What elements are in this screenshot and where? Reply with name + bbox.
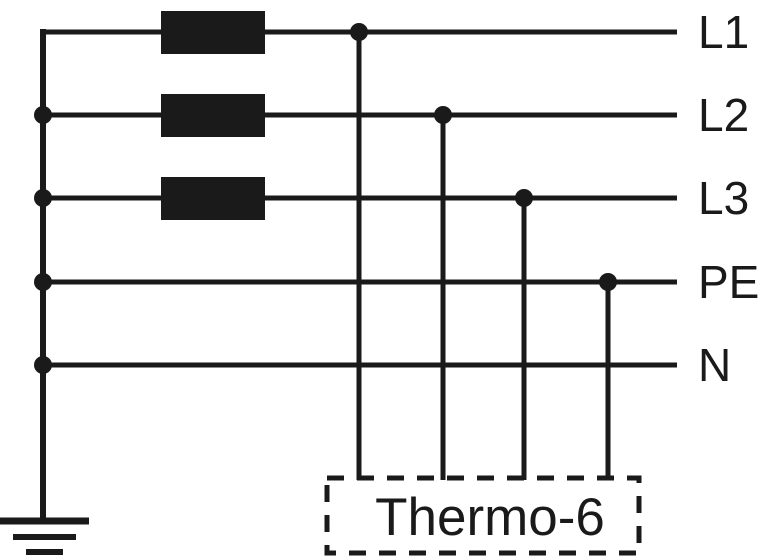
rail-label-l1: L1 xyxy=(698,6,749,58)
junction-dot-bus-l2 xyxy=(34,106,52,124)
junction-dot-tap-l3 xyxy=(515,189,533,207)
rail-labels: L1 L2 L3 PE N xyxy=(698,6,759,391)
junction-dot-bus-l3 xyxy=(34,189,52,207)
resistor-l3 xyxy=(161,177,265,220)
resistor-l2 xyxy=(161,94,265,137)
rail-label-l3: L3 xyxy=(698,172,749,224)
bus-junction-dots xyxy=(34,106,52,374)
junction-dot-bus-pe xyxy=(34,273,52,291)
rail-label-l2: L2 xyxy=(698,89,749,141)
junction-dot-bus-n xyxy=(34,356,52,374)
thermo-device-box[interactable]: Thermo-6 xyxy=(324,475,642,556)
tap-junction-dots xyxy=(350,23,617,291)
drop-wires xyxy=(356,32,611,480)
junction-dot-tap-l2 xyxy=(434,106,452,124)
rail-label-n: N xyxy=(698,339,731,391)
resistor-blocks xyxy=(161,11,265,220)
resistor-l1 xyxy=(161,11,265,54)
junction-dot-tap-pe xyxy=(599,273,617,291)
thermo-box-outline xyxy=(324,475,642,556)
earth-ground-symbol xyxy=(0,517,89,555)
rail-label-pe: PE xyxy=(698,256,759,308)
thermo-box-label: Thermo-6 xyxy=(375,488,605,547)
junction-dot-tap-l1 xyxy=(350,23,368,41)
